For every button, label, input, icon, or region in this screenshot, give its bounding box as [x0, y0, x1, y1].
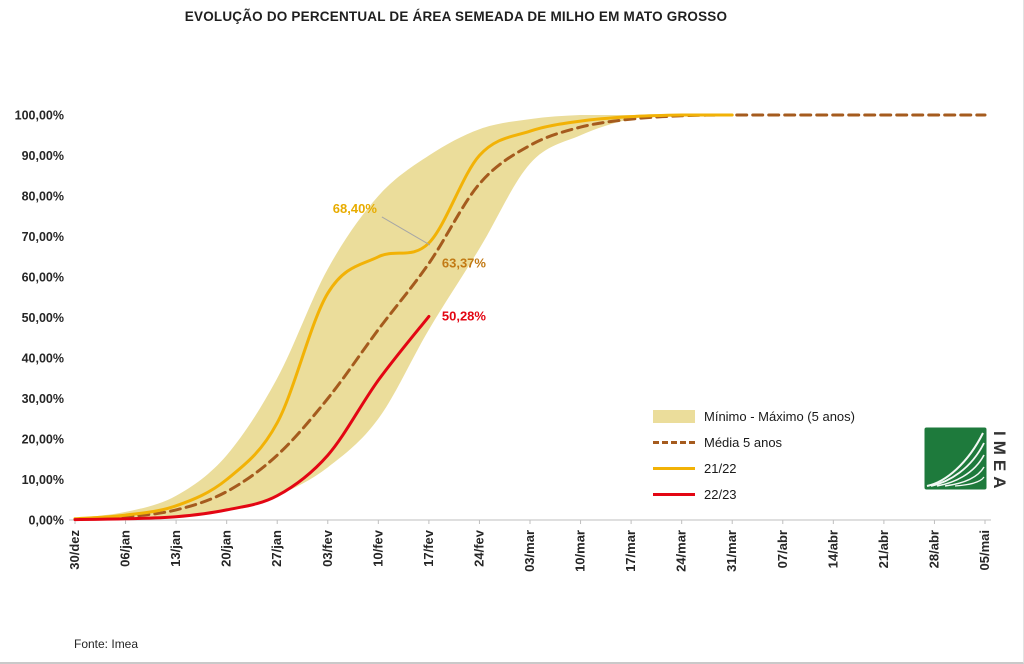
legend-item-media-5-anos: Média 5 anos	[653, 434, 855, 450]
legend-label-21-22: 21/22	[704, 460, 737, 476]
band-min-max-area	[75, 115, 733, 520]
source-note: Fonte: Imea	[74, 637, 139, 651]
legend-label-media-5-anos: Média 5 anos	[704, 434, 783, 450]
x-tick-label: 17/fev	[421, 529, 436, 567]
annotation-5028: 50,28%	[442, 308, 487, 323]
y-tick-label: 30,00%	[22, 392, 64, 406]
x-tick-label: 14/abr	[825, 530, 840, 568]
y-tick-label: 10,00%	[22, 473, 64, 487]
x-tick-label: 05/mai	[977, 530, 992, 570]
series-line-m-dia-5-anos	[73, 113, 987, 521]
x-tick-label: 03/fev	[320, 529, 335, 567]
series-line-21-22	[73, 113, 734, 521]
legend-swatch-red-line	[653, 492, 695, 496]
y-tick-label: 70,00%	[22, 230, 64, 244]
legend-item-22-23: 22/23	[653, 486, 855, 502]
legend-swatch-band	[653, 409, 695, 423]
imea-logo-text: IMEA	[990, 431, 1009, 494]
y-tick-label: 80,00%	[22, 190, 64, 204]
y-tick-label: 90,00%	[22, 149, 64, 163]
legend-swatch-yellow-line	[653, 466, 695, 470]
legend-item-21-22: 21/22	[653, 460, 855, 476]
legend-label-min-max: Mínimo - Máximo (5 anos)	[704, 408, 855, 424]
chart-legend: Mínimo - Máximo (5 anos) Média 5 anos 21…	[653, 408, 855, 502]
y-tick-label: 40,00%	[22, 352, 64, 366]
x-tick-label: 03/mar	[522, 530, 537, 572]
x-tick-label: 24/mar	[674, 530, 689, 572]
legend-item-min-max: Mínimo - Máximo (5 anos)	[653, 408, 855, 424]
x-tick-label: 13/jan	[168, 530, 183, 567]
x-tick-label: 31/mar	[724, 530, 739, 572]
y-tick-label: 0,00%	[29, 514, 64, 528]
x-tick-label: 06/jan	[118, 530, 133, 567]
x-tick-label: 24/fev	[471, 529, 486, 567]
imea-logo-field-lines-icon	[926, 432, 985, 487]
y-tick-label: 20,00%	[22, 433, 64, 447]
series-line-22-23	[73, 314, 431, 522]
y-tick-label: 100,00%	[15, 109, 64, 123]
annotation-callout-line	[381, 216, 431, 246]
legend-swatch-dashed-line	[653, 440, 695, 444]
imea-logo: IMEA	[924, 427, 1009, 494]
imea-logo-background	[924, 427, 987, 490]
x-tick-label: 21/abr	[876, 530, 891, 568]
x-tick-label: 20/jan	[219, 530, 234, 567]
x-tick-label: 28/abr	[926, 530, 941, 568]
x-tick-label: 10/fev	[370, 529, 385, 567]
x-tick-label: 17/mar	[623, 530, 638, 572]
y-tick-label: 50,00%	[22, 311, 64, 325]
x-tick-label: 30/dez	[67, 530, 82, 570]
chart-title: EVOLUÇÃO DO PERCENTUAL DE ÁREA SEMEADA D…	[184, 9, 728, 24]
x-tick-label: 27/jan	[269, 530, 284, 567]
annotation-6337: 63,37%	[442, 255, 487, 270]
y-tick-label: 60,00%	[22, 271, 64, 285]
x-tick-label: 10/mar	[573, 530, 588, 572]
annotation-6840: 68,40%	[333, 201, 378, 216]
legend-label-22-23: 22/23	[704, 486, 737, 502]
x-tick-label: 07/abr	[775, 530, 790, 568]
